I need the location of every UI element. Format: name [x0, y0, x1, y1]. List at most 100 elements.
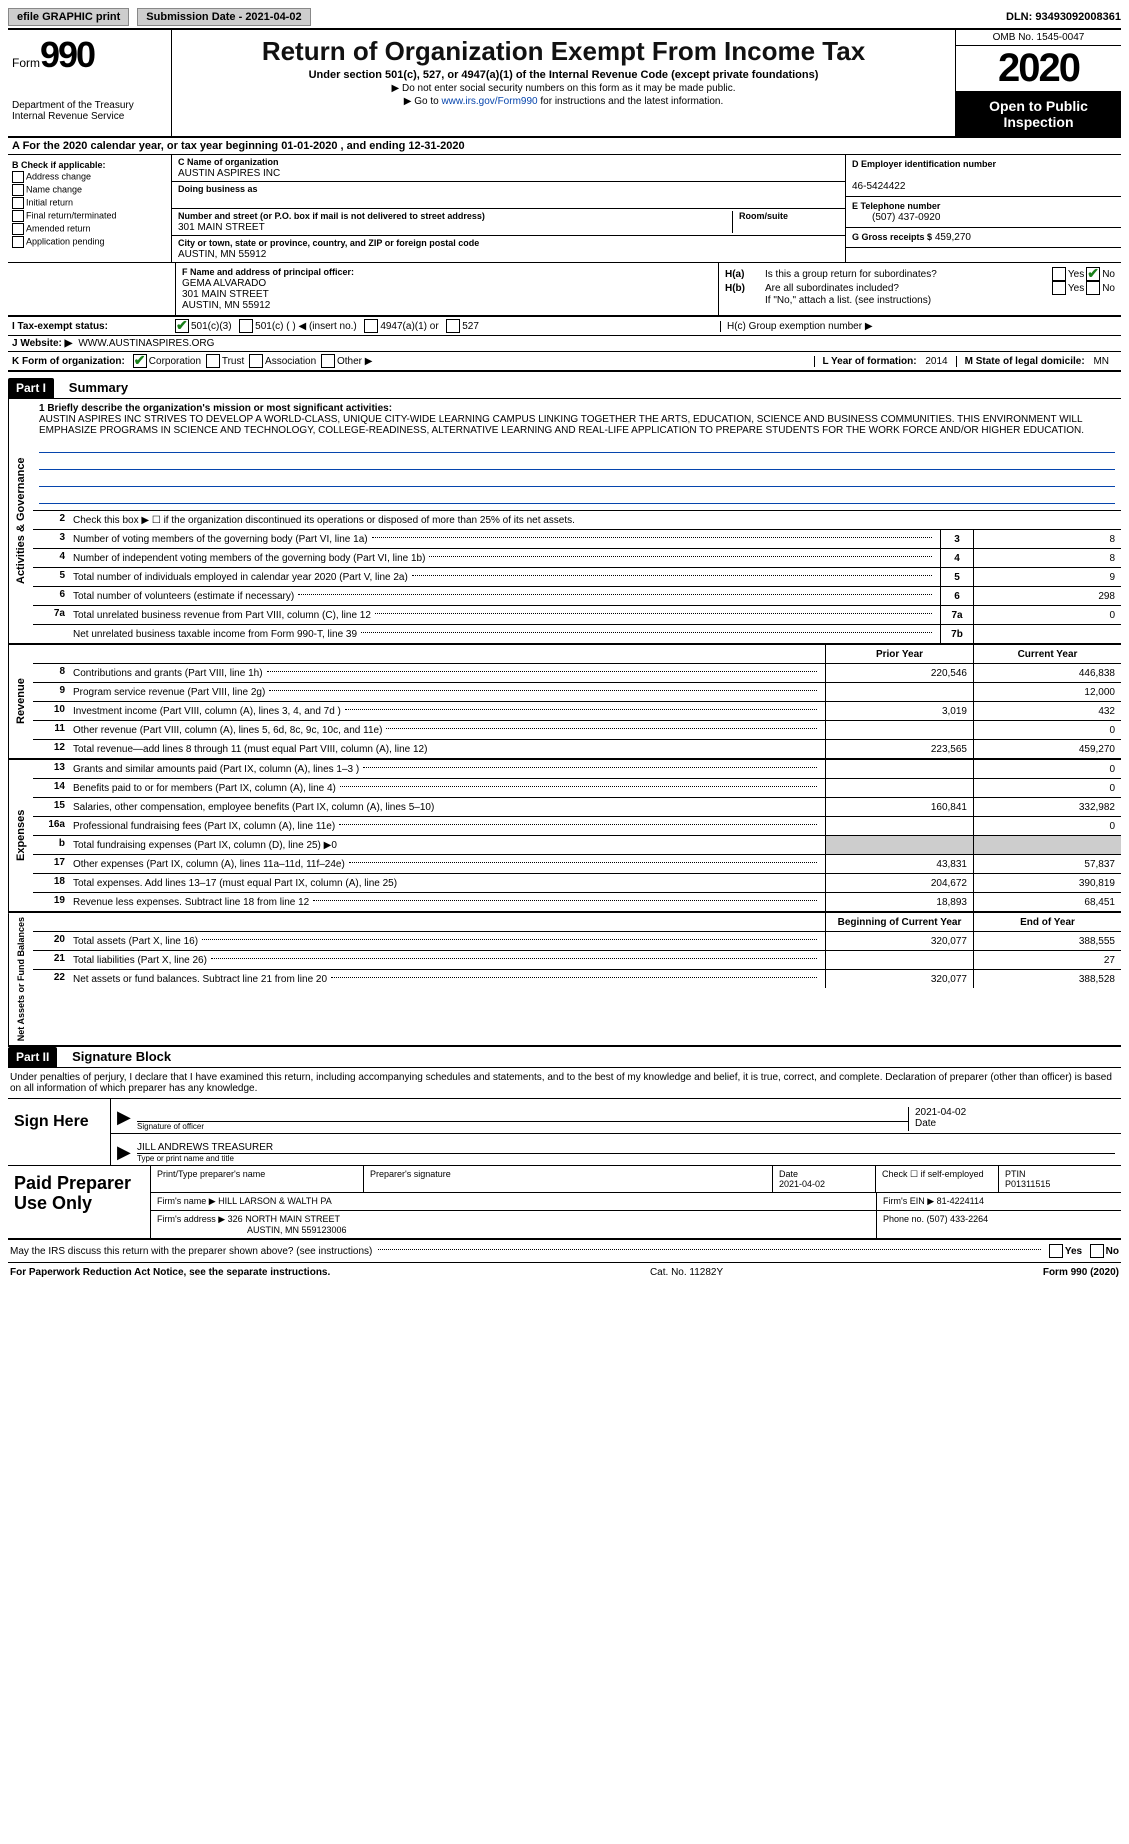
line11: Other revenue (Part VIII, column (A), li…: [73, 725, 382, 736]
val-21c: 27: [973, 951, 1121, 969]
val-4: 8: [973, 549, 1121, 567]
firm-addr: 326 NORTH MAIN STREET: [228, 1214, 340, 1224]
firm-phone: (507) 433-2264: [927, 1214, 989, 1224]
val-22p: 320,077: [825, 970, 973, 988]
val-9c: 12,000: [973, 683, 1121, 701]
tax-year: 2020: [956, 46, 1121, 92]
info-block: B Check if applicable: Address change Na…: [8, 155, 1121, 263]
val-19c: 68,451: [973, 893, 1121, 911]
section-net-assets: Net Assets or Fund Balances: [8, 913, 33, 1045]
city-label: City or town, state or province, country…: [178, 238, 479, 248]
line19: Revenue less expenses. Subtract line 18 …: [73, 897, 309, 908]
mission-text: AUSTIN ASPIRES INC STRIVES TO DEVELOP A …: [39, 414, 1115, 436]
box-j-row: J Website: ▶ WWW.AUSTINASPIRES.ORG: [8, 336, 1121, 352]
line7b: Net unrelated business taxable income fr…: [73, 629, 357, 640]
val-14p: [825, 779, 973, 797]
signature-arrow-icon: ▶: [117, 1107, 137, 1131]
val-22c: 388,528: [973, 970, 1121, 988]
val-12c: 459,270: [973, 740, 1121, 758]
footer-row: For Paperwork Reduction Act Notice, see …: [8, 1263, 1121, 1282]
preparer-name-label: Print/Type preparer's name: [157, 1169, 357, 1179]
val-7a: 0: [973, 606, 1121, 624]
preparer-date: 2021-04-02: [779, 1179, 869, 1189]
cat-number: Cat. No. 11282Y: [330, 1267, 1043, 1278]
irs-link[interactable]: www.irs.gov/Form990: [441, 96, 537, 107]
omb-number: OMB No. 1545-0047: [956, 30, 1121, 46]
form-title: Return of Organization Exempt From Incom…: [180, 36, 947, 67]
discuss-row: May the IRS discuss this return with the…: [8, 1240, 1121, 1263]
goto-note: ▶ Go to www.irs.gov/Form990 for instruct…: [180, 96, 947, 107]
box-i-row: I Tax-exempt status: 501(c)(3) 501(c) ( …: [8, 316, 1121, 336]
phone-value: (507) 437-0920: [852, 212, 940, 223]
part2-header: Part II Signature Block: [8, 1047, 1121, 1068]
line10: Investment income (Part VIII, column (A)…: [73, 706, 341, 717]
paid-preparer-label: Paid Preparer Use Only: [8, 1166, 151, 1238]
officer-addr1: 301 MAIN STREET: [182, 289, 269, 300]
hc-label: H(c) Group exemption number ▶: [720, 321, 1117, 332]
val-15p: 160,841: [825, 798, 973, 816]
val-16bc: [973, 836, 1121, 854]
website-value: WWW.AUSTINASPIRES.ORG: [78, 338, 214, 349]
line17: Other expenses (Part IX, column (A), lin…: [73, 859, 345, 870]
val-10c: 432: [973, 702, 1121, 720]
tax-year-line: A For the 2020 calendar year, or tax yea…: [8, 138, 1121, 155]
section-governance: Activities & Governance: [8, 399, 33, 643]
name-arrow-icon: ▶: [117, 1142, 137, 1163]
prior-year-header: Prior Year: [825, 645, 973, 663]
val-9p: [825, 683, 973, 701]
val-16ap: [825, 817, 973, 835]
top-toolbar: efile GRAPHIC print Submission Date - 20…: [8, 8, 1121, 30]
room-label: Room/suite: [739, 211, 788, 221]
line12: Total revenue—add lines 8 through 11 (mu…: [73, 744, 427, 755]
line9: Program service revenue (Part VIII, line…: [73, 687, 265, 698]
efile-print-button[interactable]: efile GRAPHIC print: [8, 8, 129, 26]
val-13p: [825, 760, 973, 778]
begin-year-header: Beginning of Current Year: [825, 913, 973, 931]
val-12p: 223,565: [825, 740, 973, 758]
val-16ac: 0: [973, 817, 1121, 835]
preparer-sig-label: Preparer's signature: [370, 1169, 766, 1179]
sign-here-label: Sign Here: [8, 1099, 111, 1165]
form-number: 990: [40, 34, 94, 75]
line16b: Total fundraising expenses (Part IX, col…: [73, 840, 337, 851]
dln-label: DLN: 93493092008361: [1006, 11, 1121, 23]
sig-date-label: Date: [915, 1118, 1115, 1129]
val-17p: 43,831: [825, 855, 973, 873]
form-label: Form: [12, 56, 40, 70]
val-10p: 3,019: [825, 702, 973, 720]
org-name: AUSTIN ASPIRES INC: [178, 168, 280, 179]
val-11p: [825, 721, 973, 739]
box-f-label: F Name and address of principal officer:: [182, 267, 354, 277]
signature-block: Under penalties of perjury, I declare th…: [8, 1068, 1121, 1240]
self-employed-check: Check ☐ if self-employed: [876, 1166, 999, 1192]
line6: Total number of volunteers (estimate if …: [73, 591, 294, 602]
officer-name: GEMA ALVARADO: [182, 278, 266, 289]
line2: Check this box ▶ ☐ if the organization d…: [69, 511, 1121, 529]
val-18p: 204,672: [825, 874, 973, 892]
sig-date-value: 2021-04-02: [915, 1107, 1115, 1118]
ssn-note: ▶ Do not enter social security numbers o…: [180, 83, 947, 94]
val-15c: 332,982: [973, 798, 1121, 816]
val-14c: 0: [973, 779, 1121, 797]
submission-date-button[interactable]: Submission Date - 2021-04-02: [137, 8, 310, 26]
addr-label: Number and street (or P.O. box if mail i…: [178, 211, 485, 221]
officer-addr2: AUSTIN, MN 55912: [182, 300, 270, 311]
val-21p: [825, 951, 973, 969]
line8: Contributions and grants (Part VIII, lin…: [73, 668, 263, 679]
val-7b: [973, 625, 1121, 643]
gross-receipts: 459,270: [935, 232, 971, 243]
firm-name: HILL LARSON & WALTH PA: [218, 1196, 332, 1206]
val-13c: 0: [973, 760, 1121, 778]
val-3: 8: [973, 530, 1121, 548]
ha-label: Is this a group return for subordinates?: [765, 269, 1050, 280]
org-city: AUSTIN, MN 55912: [178, 249, 266, 260]
dba-label: Doing business as: [178, 184, 258, 194]
sig-officer-label: Signature of officer: [137, 1121, 908, 1131]
form-footer: Form 990 (2020): [1043, 1267, 1119, 1278]
box-c-name-label: C Name of organization: [178, 157, 279, 167]
val-19p: 18,893: [825, 893, 973, 911]
val-8c: 446,838: [973, 664, 1121, 682]
val-20p: 320,077: [825, 932, 973, 950]
mission-label: 1 Briefly describe the organization's mi…: [39, 403, 1115, 414]
box-d-label: D Employer identification number: [852, 159, 996, 169]
